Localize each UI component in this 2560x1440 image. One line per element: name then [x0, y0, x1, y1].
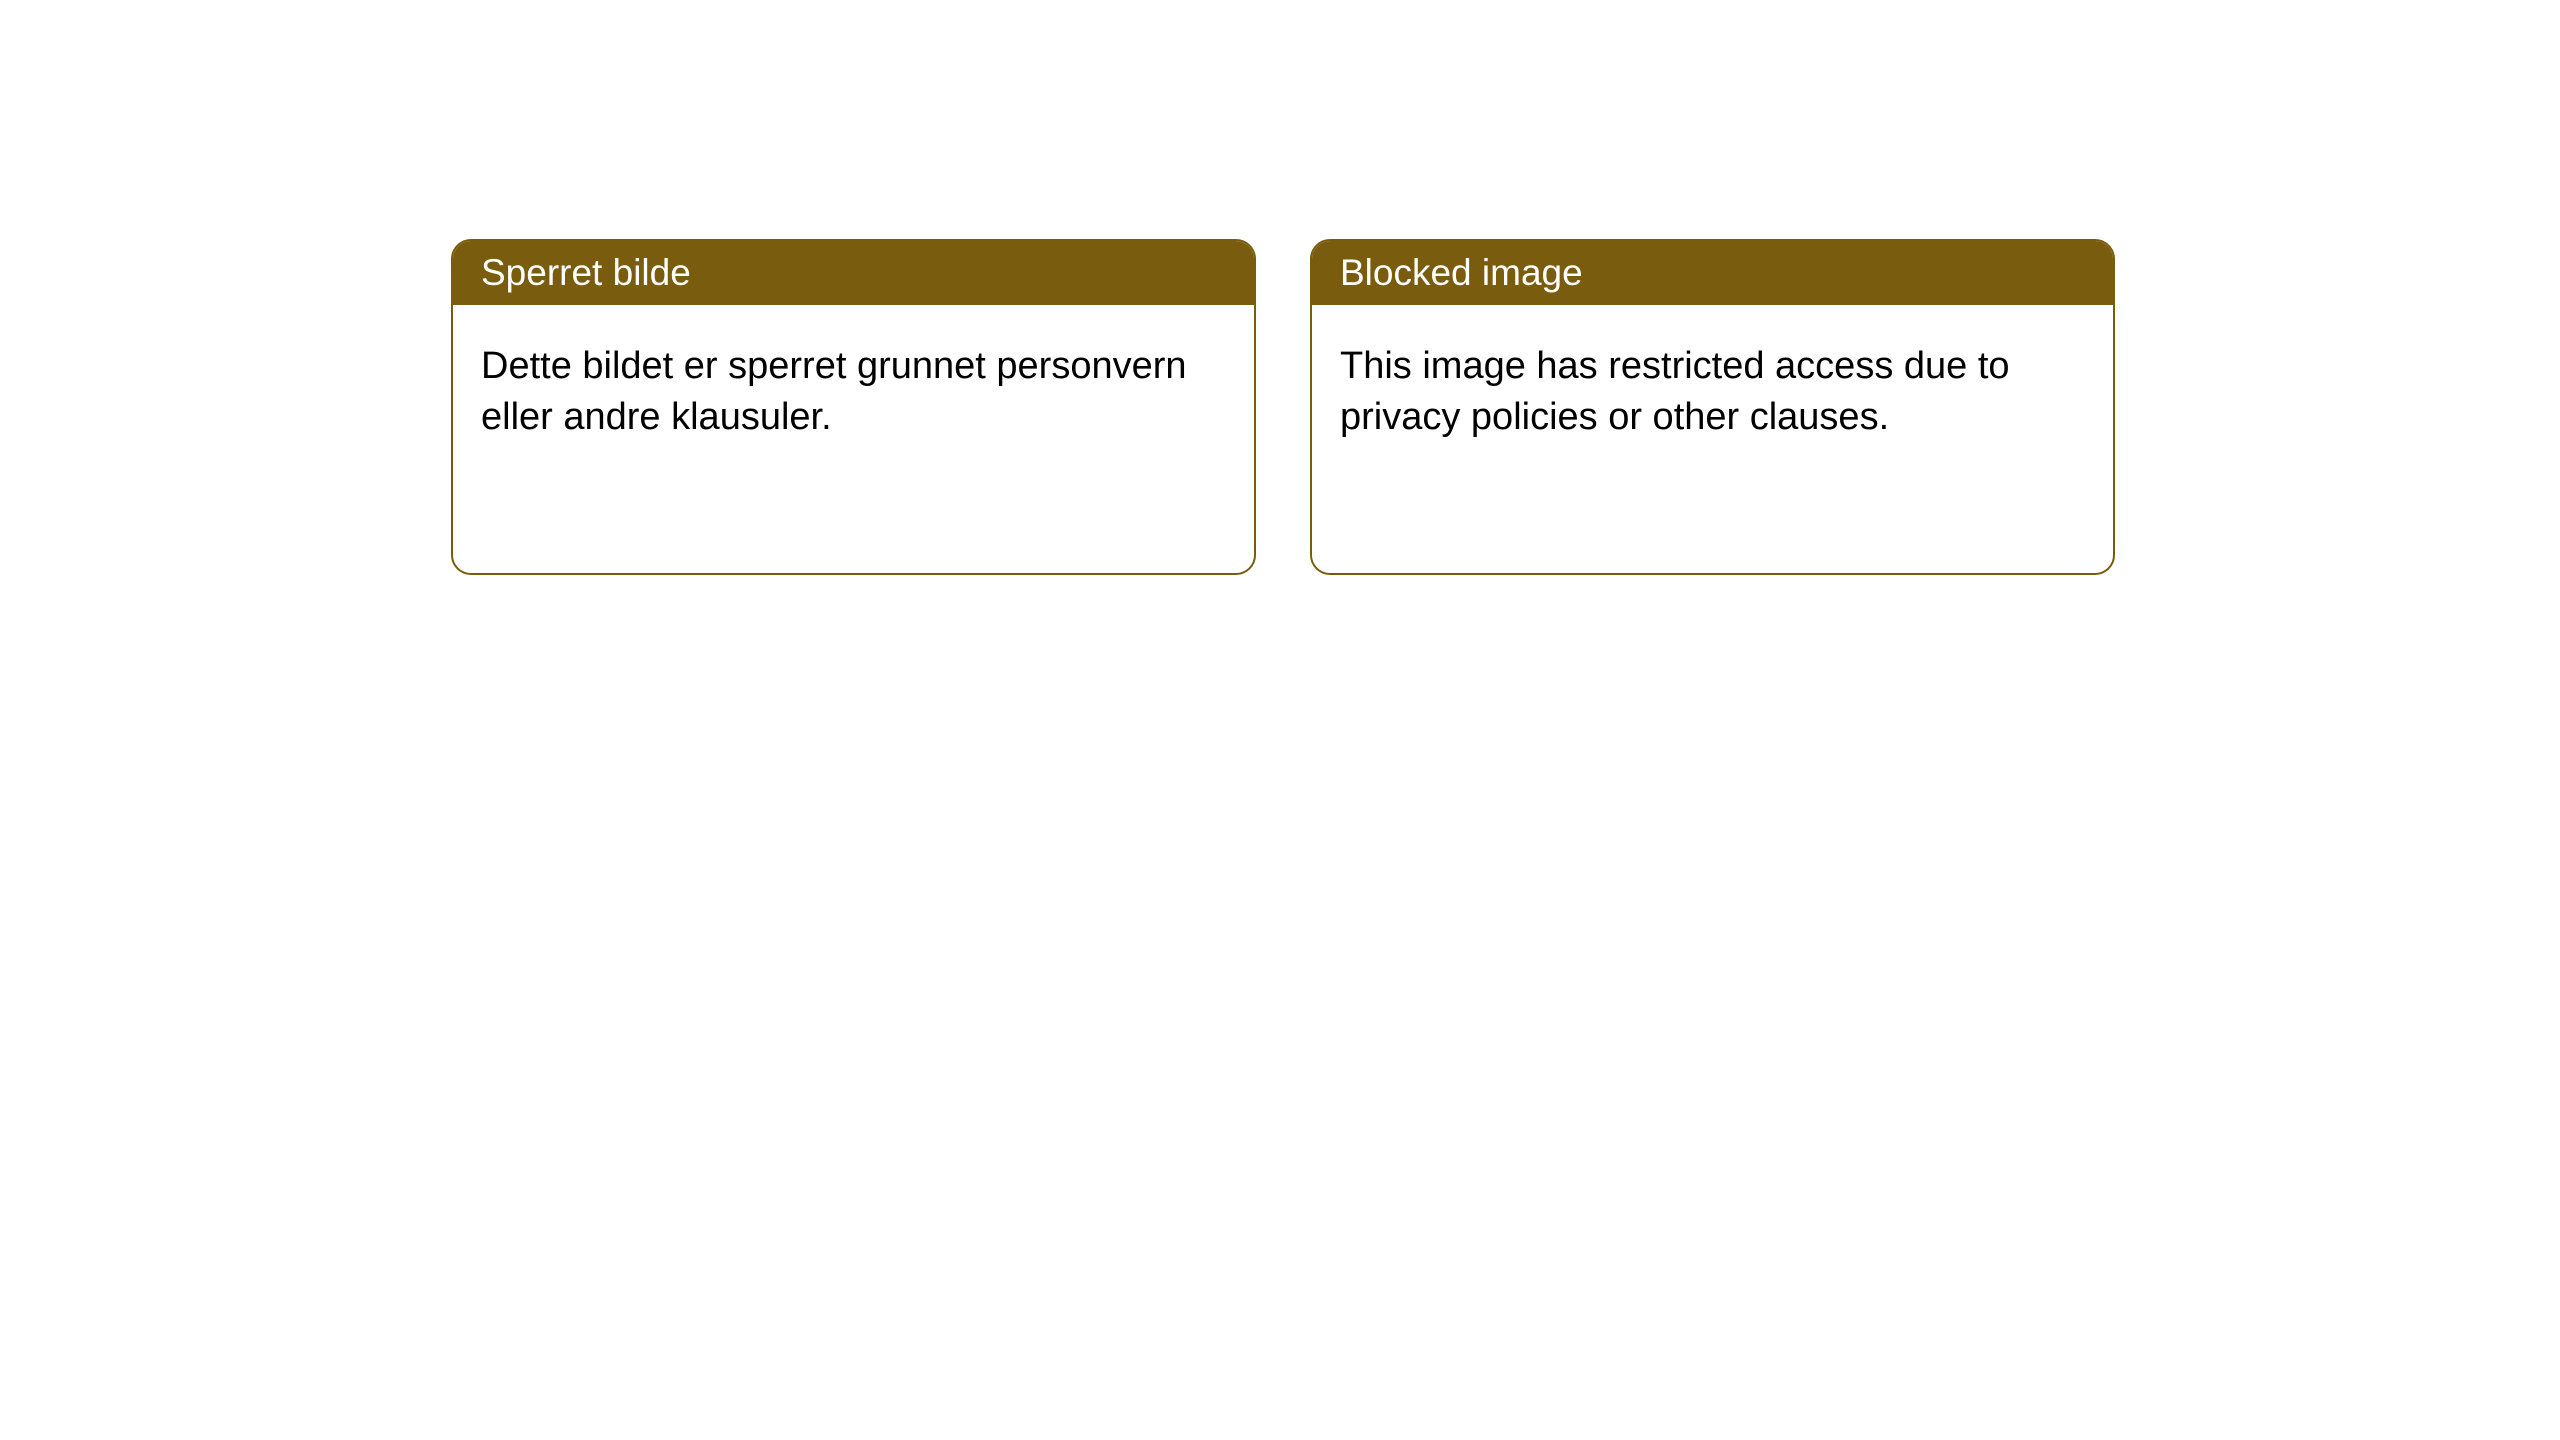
blocked-image-card-norwegian: Sperret bilde Dette bildet er sperret gr…: [451, 239, 1256, 575]
card-body: This image has restricted access due to …: [1312, 305, 2113, 480]
card-body: Dette bildet er sperret grunnet personve…: [453, 305, 1254, 480]
card-header: Blocked image: [1312, 241, 2113, 305]
notice-container: Sperret bilde Dette bildet er sperret gr…: [0, 0, 2560, 575]
blocked-image-card-english: Blocked image This image has restricted …: [1310, 239, 2115, 575]
card-header: Sperret bilde: [453, 241, 1254, 305]
